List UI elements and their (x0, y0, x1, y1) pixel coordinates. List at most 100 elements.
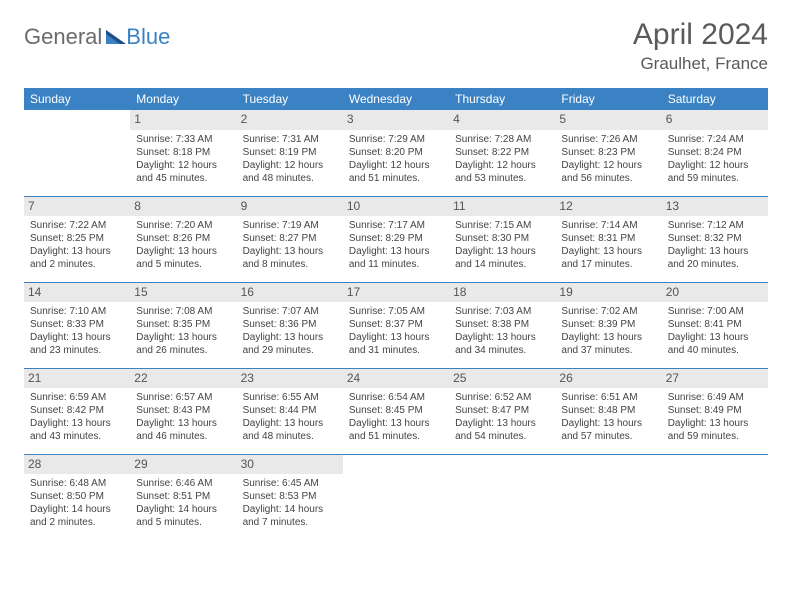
calendar-cell: 28Sunrise: 6:48 AMSunset: 8:50 PMDayligh… (24, 454, 130, 540)
sunset-text: Sunset: 8:53 PM (243, 490, 337, 503)
sunrise-text: Sunrise: 7:26 AM (561, 133, 655, 146)
calendar-cell: 8Sunrise: 7:20 AMSunset: 8:26 PMDaylight… (130, 196, 236, 282)
sunrise-text: Sunrise: 7:29 AM (349, 133, 443, 146)
day-number: 13 (662, 197, 768, 217)
calendar-grid: Sunday Monday Tuesday Wednesday Thursday… (24, 88, 768, 540)
calendar-cell: 5Sunrise: 7:26 AMSunset: 8:23 PMDaylight… (555, 110, 661, 196)
sunrise-text: Sunrise: 6:45 AM (243, 477, 337, 490)
sunrise-text: Sunrise: 7:28 AM (455, 133, 549, 146)
calendar-cell: 15Sunrise: 7:08 AMSunset: 8:35 PMDayligh… (130, 282, 236, 368)
daylight-text: Daylight: 13 hours and 37 minutes. (561, 331, 655, 357)
sunrise-text: Sunrise: 7:20 AM (136, 219, 230, 232)
sunset-text: Sunset: 8:44 PM (243, 404, 337, 417)
daylight-text: Daylight: 12 hours and 59 minutes. (668, 159, 762, 185)
sunset-text: Sunset: 8:22 PM (455, 146, 549, 159)
daylight-text: Daylight: 13 hours and 20 minutes. (668, 245, 762, 271)
day-number: 22 (130, 369, 236, 389)
day-number: 20 (662, 283, 768, 303)
day-number: 17 (343, 283, 449, 303)
daylight-text: Daylight: 13 hours and 40 minutes. (668, 331, 762, 357)
sunrise-text: Sunrise: 6:49 AM (668, 391, 762, 404)
calendar-cell: 12Sunrise: 7:14 AMSunset: 8:31 PMDayligh… (555, 196, 661, 282)
daylight-text: Daylight: 13 hours and 8 minutes. (243, 245, 337, 271)
daylight-text: Daylight: 13 hours and 14 minutes. (455, 245, 549, 271)
sunset-text: Sunset: 8:23 PM (561, 146, 655, 159)
calendar-cell: 17Sunrise: 7:05 AMSunset: 8:37 PMDayligh… (343, 282, 449, 368)
weekday-header: Friday (555, 88, 661, 110)
calendar-cell: 13Sunrise: 7:12 AMSunset: 8:32 PMDayligh… (662, 196, 768, 282)
daylight-text: Daylight: 12 hours and 48 minutes. (243, 159, 337, 185)
weekday-header: Tuesday (237, 88, 343, 110)
brand-logo: General Blue (24, 24, 170, 50)
daylight-text: Daylight: 13 hours and 43 minutes. (30, 417, 124, 443)
sunrise-text: Sunrise: 6:52 AM (455, 391, 549, 404)
daylight-text: Daylight: 12 hours and 45 minutes. (136, 159, 230, 185)
daylight-text: Daylight: 13 hours and 34 minutes. (455, 331, 549, 357)
daylight-text: Daylight: 14 hours and 7 minutes. (243, 503, 337, 529)
calendar-cell: 4 Sunrise: 7:28 AMSunset: 8:22 PMDaylight… (449, 110, 555, 196)
calendar-cell: 14Sunrise: 7:10 AMSunset: 8:33 PMDayligh… (24, 282, 130, 368)
sunrise-text: Sunrise: 6:57 AM (136, 391, 230, 404)
sunrise-text: Sunrise: 7:14 AM (561, 219, 655, 232)
calendar-cell: 19Sunrise: 7:02 AMSunset: 8:39 PMDayligh… (555, 282, 661, 368)
sunset-text: Sunset: 8:49 PM (668, 404, 762, 417)
calendar-week-row: 14Sunrise: 7:10 AMSunset: 8:33 PMDayligh… (24, 282, 768, 368)
sunrise-text: Sunrise: 6:46 AM (136, 477, 230, 490)
daylight-text: Daylight: 13 hours and 17 minutes. (561, 245, 655, 271)
location-label: Graulhet, France (633, 54, 768, 74)
sunrise-text: Sunrise: 7:00 AM (668, 305, 762, 318)
weekday-row: Sunday Monday Tuesday Wednesday Thursday… (24, 88, 768, 110)
sunset-text: Sunset: 8:45 PM (349, 404, 443, 417)
title-block: April 2024 Graulhet, France (633, 18, 768, 74)
sunrise-text: Sunrise: 7:07 AM (243, 305, 337, 318)
day-number: 8 (130, 197, 236, 217)
calendar-cell: 21Sunrise: 6:59 AMSunset: 8:42 PMDayligh… (24, 368, 130, 454)
daylight-text: Daylight: 13 hours and 5 minutes. (136, 245, 230, 271)
daylight-text: Daylight: 13 hours and 2 minutes. (30, 245, 124, 271)
weekday-header: Monday (130, 88, 236, 110)
calendar-cell (343, 454, 449, 540)
calendar-cell: 27Sunrise: 6:49 AMSunset: 8:49 PMDayligh… (662, 368, 768, 454)
day-number: 7 (24, 197, 130, 217)
day-number: 27 (662, 369, 768, 389)
sunrise-text: Sunrise: 7:05 AM (349, 305, 443, 318)
sunset-text: Sunset: 8:37 PM (349, 318, 443, 331)
day-number: 18 (449, 283, 555, 303)
sunrise-text: Sunrise: 7:12 AM (668, 219, 762, 232)
brand-part1: General (24, 24, 102, 50)
sunrise-text: Sunrise: 6:48 AM (30, 477, 124, 490)
sunrise-text: Sunrise: 7:24 AM (668, 133, 762, 146)
sunset-text: Sunset: 8:20 PM (349, 146, 443, 159)
flag-icon (106, 26, 126, 49)
day-number: 21 (24, 369, 130, 389)
sunset-text: Sunset: 8:27 PM (243, 232, 337, 245)
sunset-text: Sunset: 8:48 PM (561, 404, 655, 417)
daylight-text: Daylight: 13 hours and 23 minutes. (30, 331, 124, 357)
day-number: 10 (343, 197, 449, 217)
daylight-text: Daylight: 12 hours and 53 minutes. (455, 159, 549, 185)
daylight-text: Daylight: 12 hours and 51 minutes. (349, 159, 443, 185)
calendar-week-row: 7Sunrise: 7:22 AMSunset: 8:25 PMDaylight… (24, 196, 768, 282)
day-number: 1 (130, 110, 236, 130)
day-number: 29 (130, 455, 236, 475)
day-number: 4 (449, 110, 555, 130)
calendar-cell: 9Sunrise: 7:19 AMSunset: 8:27 PMDaylight… (237, 196, 343, 282)
weekday-header: Saturday (662, 88, 768, 110)
sunrise-text: Sunrise: 7:19 AM (243, 219, 337, 232)
sunset-text: Sunset: 8:47 PM (455, 404, 549, 417)
day-number: 3 (343, 110, 449, 130)
calendar-cell: 3 Sunrise: 7:29 AMSunset: 8:20 PMDaylight… (343, 110, 449, 196)
calendar-cell: 20Sunrise: 7:00 AMSunset: 8:41 PMDayligh… (662, 282, 768, 368)
sunset-text: Sunset: 8:38 PM (455, 318, 549, 331)
weekday-header: Wednesday (343, 88, 449, 110)
day-number: 11 (449, 197, 555, 217)
sunset-text: Sunset: 8:50 PM (30, 490, 124, 503)
day-number: 15 (130, 283, 236, 303)
calendar-cell: 29Sunrise: 6:46 AMSunset: 8:51 PMDayligh… (130, 454, 236, 540)
sunset-text: Sunset: 8:35 PM (136, 318, 230, 331)
calendar-cell: 11Sunrise: 7:15 AMSunset: 8:30 PMDayligh… (449, 196, 555, 282)
calendar-cell: 7Sunrise: 7:22 AMSunset: 8:25 PMDaylight… (24, 196, 130, 282)
calendar-cell (555, 454, 661, 540)
calendar-cell (449, 454, 555, 540)
sunrise-text: Sunrise: 7:15 AM (455, 219, 549, 232)
